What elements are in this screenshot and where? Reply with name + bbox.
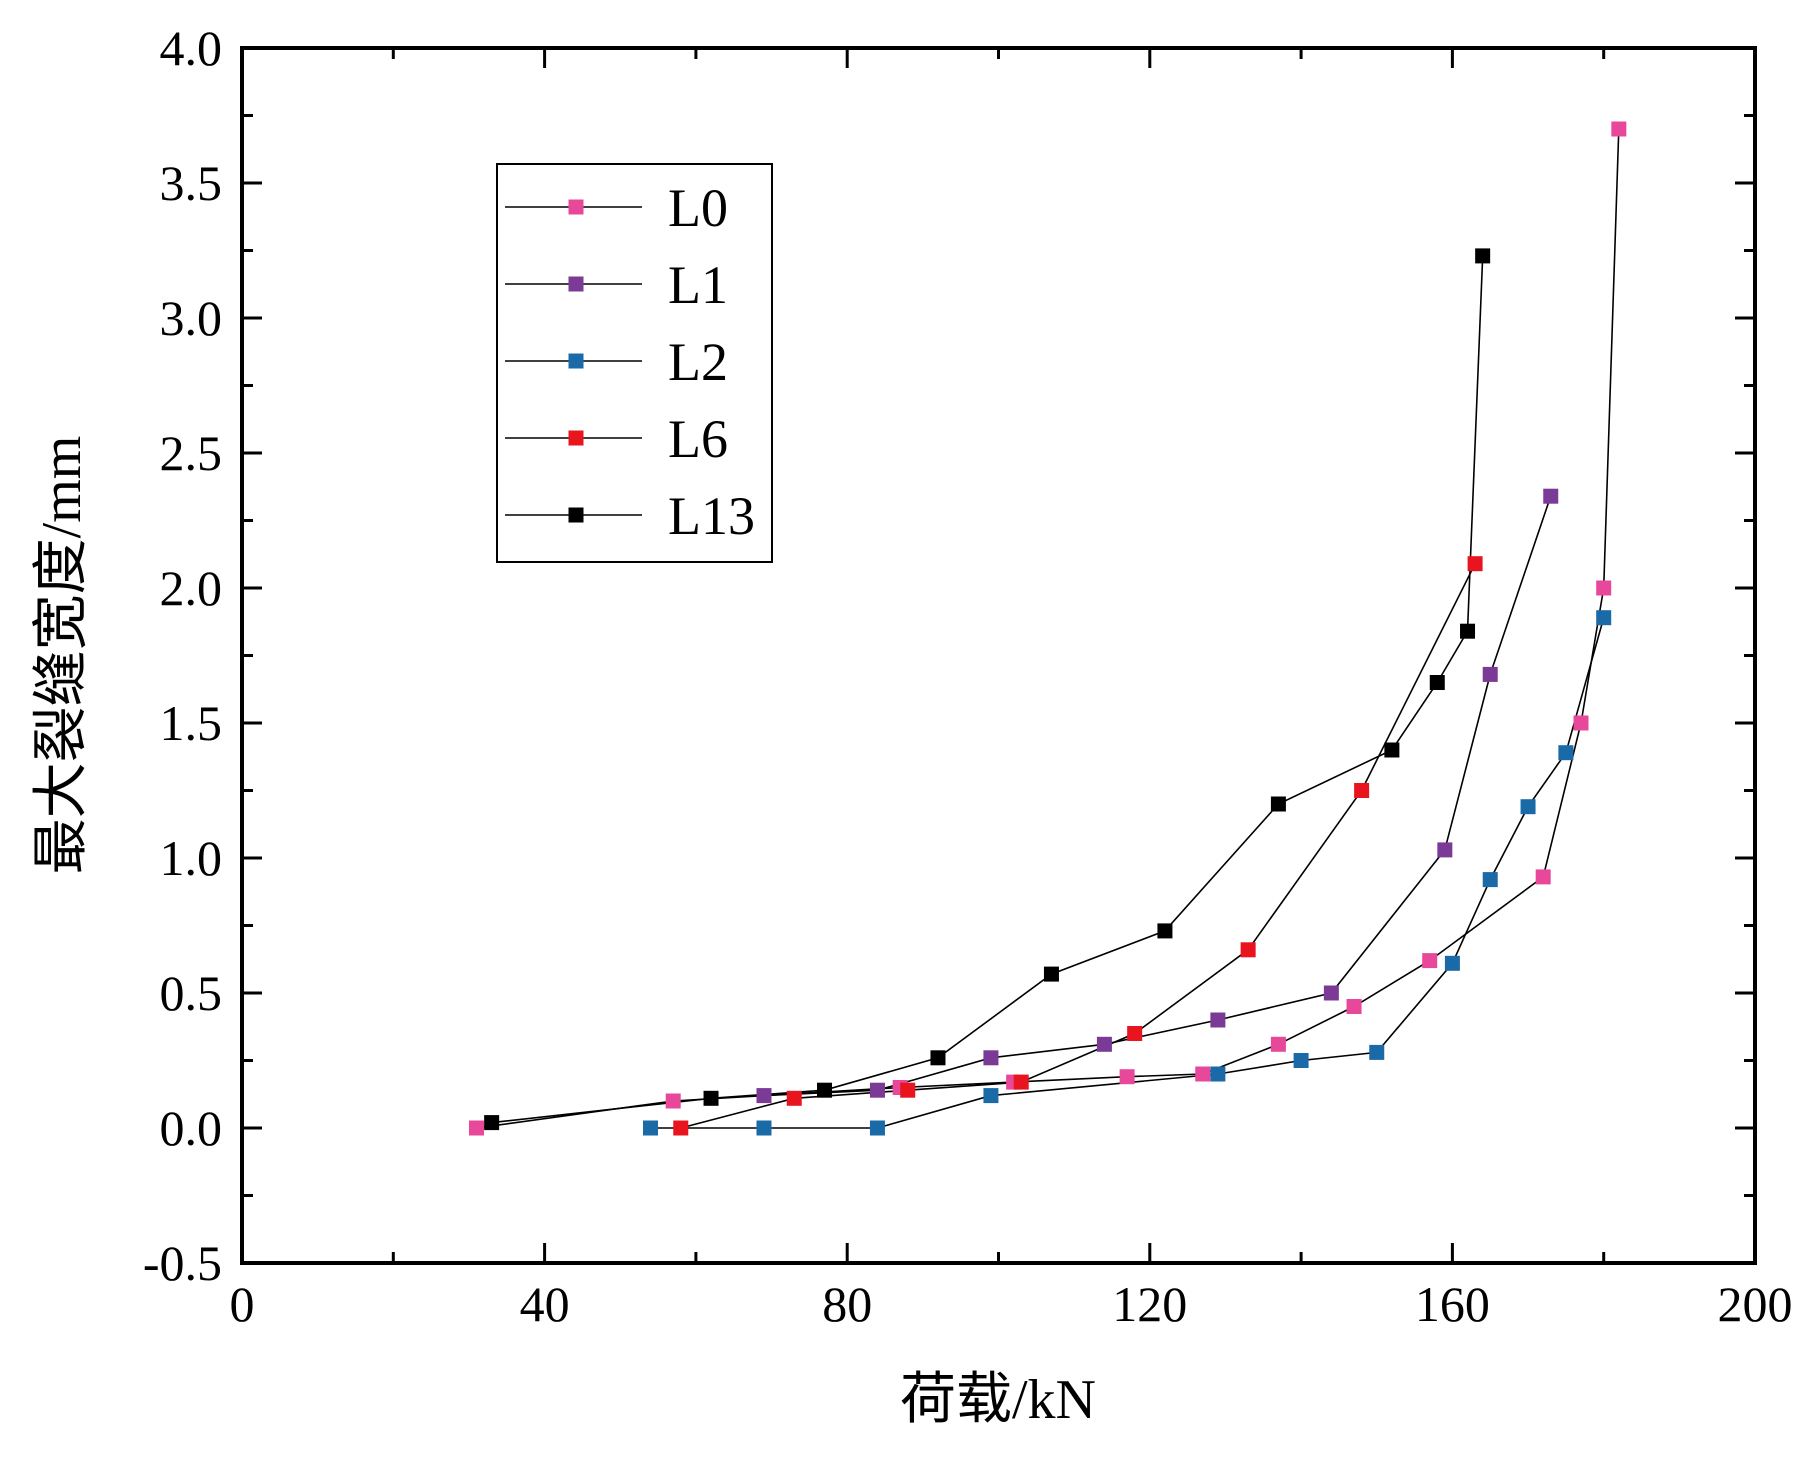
point-L6 [1354, 783, 1370, 798]
plot-frame [240, 46, 1757, 1265]
point-L6 [1127, 1026, 1143, 1041]
series-points [469, 121, 1627, 1136]
x-tick-label: 40 [520, 1276, 570, 1332]
legend-marker-L2 [568, 353, 584, 369]
y-tick-label: 2.5 [160, 425, 223, 481]
y-tick-label: 3.0 [160, 290, 223, 346]
point-L6 [786, 1090, 802, 1106]
y-axis-title: 最大裂缝宽度/mm [31, 436, 93, 875]
point-L0 [1535, 869, 1551, 885]
point-L1 [869, 1082, 885, 1098]
y-tick-label: 0.0 [160, 1100, 223, 1156]
point-L13 [930, 1050, 946, 1066]
point-L0 [1596, 580, 1612, 596]
point-L0 [469, 1120, 485, 1136]
point-L0 [1611, 121, 1627, 137]
point-L13 [1270, 796, 1286, 812]
legend-marker-L1 [568, 276, 584, 292]
point-L13 [1384, 742, 1400, 758]
point-L1 [1096, 1036, 1112, 1052]
series-line-L2 [650, 617, 1605, 1129]
y-tick-label: 2.0 [160, 560, 223, 616]
point-L2 [869, 1120, 885, 1136]
y-tick-label: 1.5 [160, 695, 223, 751]
point-L6 [1240, 942, 1256, 958]
point-L6 [1013, 1074, 1029, 1090]
x-tick-label: 0 [230, 1276, 255, 1332]
point-L2 [1369, 1044, 1385, 1060]
x-tick-label: 160 [1415, 1276, 1490, 1332]
y-tick-label: 0.5 [160, 965, 223, 1021]
legend-label-L6: L6 [668, 409, 728, 469]
x-tick-label: 80 [822, 1276, 872, 1332]
point-L2 [643, 1120, 659, 1136]
legend-marker-L6 [568, 430, 584, 446]
series-line-L6 [680, 563, 1476, 1129]
point-L13 [817, 1082, 833, 1098]
y-tick-label: -0.5 [143, 1235, 222, 1291]
y-tick-label: 1.0 [160, 830, 223, 886]
legend-label-L13: L13 [668, 486, 755, 546]
point-L1 [1323, 985, 1339, 1001]
point-L0 [665, 1093, 681, 1109]
point-L6 [900, 1082, 916, 1098]
point-L1 [983, 1050, 999, 1066]
x-tick-label: 200 [1718, 1276, 1793, 1332]
point-L0 [1195, 1066, 1211, 1082]
point-L2 [1520, 799, 1536, 815]
point-L1 [1543, 488, 1559, 504]
point-L13 [484, 1115, 500, 1131]
point-L2 [1210, 1066, 1226, 1082]
point-L2 [756, 1120, 772, 1136]
point-L1 [756, 1088, 772, 1104]
legend-label-L2: L2 [668, 332, 728, 392]
point-L6 [1467, 556, 1483, 572]
point-L0 [1119, 1069, 1135, 1085]
tick-labels: 0 40 80 120 160 200 -0.5 0.0 0.5 1.0 1.5 2.0 2.5 3.0 3… [143, 20, 1793, 1332]
legend-frame [496, 163, 773, 563]
legend: L0 L1 L2 L6 L13 [496, 163, 773, 563]
y-tick-label: 4.0 [160, 20, 223, 76]
point-L0 [1422, 953, 1438, 969]
point-L2 [1482, 872, 1498, 888]
point-L1 [1210, 1012, 1226, 1028]
y-tick-label: 3.5 [160, 155, 223, 211]
point-L2 [1444, 955, 1460, 971]
point-L6 [673, 1120, 689, 1136]
legend-label-L0: L0 [668, 178, 728, 238]
legend-marker-L13 [568, 507, 584, 523]
point-L13 [1157, 923, 1173, 939]
point-L0 [1573, 715, 1589, 731]
x-tick-label: 120 [1112, 1276, 1187, 1332]
point-L13 [703, 1090, 719, 1106]
point-L0 [1270, 1036, 1286, 1052]
point-L13 [1460, 623, 1476, 639]
legend-label-L1: L1 [668, 255, 728, 315]
x-axis-title: 荷载/kN [900, 1369, 1096, 1431]
point-L2 [983, 1088, 999, 1104]
legend-marker-L0 [568, 199, 584, 215]
point-L13 [1043, 966, 1059, 982]
point-L2 [1596, 610, 1612, 626]
point-L1 [1482, 666, 1498, 682]
point-L0 [1346, 999, 1362, 1014]
point-L13 [1475, 248, 1491, 264]
point-L2 [1558, 745, 1574, 761]
point-L1 [1437, 842, 1453, 858]
point-L2 [1293, 1053, 1309, 1068]
point-L13 [1429, 675, 1445, 690]
